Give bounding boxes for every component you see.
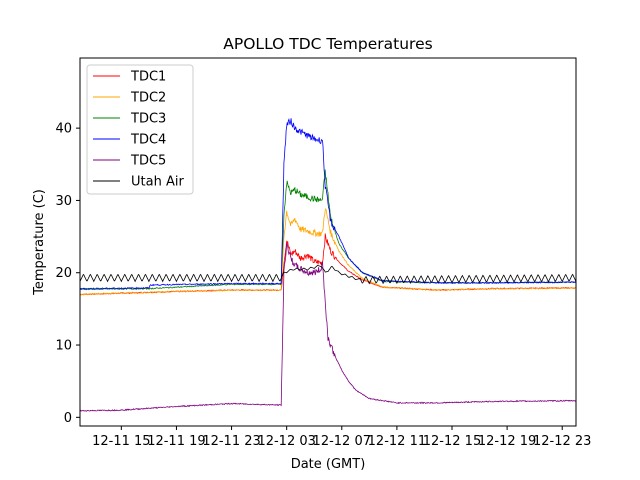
x-tick-label: 12-11 23 [202, 434, 260, 449]
y-tick-label: 0 [64, 411, 72, 426]
y-tick-label: 30 [55, 194, 72, 209]
x-tick-label: 12-11 15 [92, 434, 150, 449]
series-line-utah-air [80, 264, 576, 285]
x-tick-label: 12-12 23 [533, 434, 591, 449]
series-layer [80, 117, 576, 412]
y-axis-label: Temperature (C) [32, 189, 47, 296]
legend-label: TDC2 [130, 91, 166, 106]
x-tick-label: 12-12 11 [368, 434, 426, 449]
x-tick-label: 12-12 15 [423, 434, 481, 449]
series-line-tdc2 [80, 207, 576, 296]
x-tick-label: 12-11 19 [147, 434, 205, 449]
legend-label: TDC3 [130, 112, 166, 127]
y-tick-label: 20 [55, 266, 72, 281]
legend-label: TDC4 [130, 133, 166, 148]
y-tick-label: 10 [55, 339, 72, 354]
series-line-tdc5 [80, 243, 576, 412]
y-axis: 0 10 20 30 40 [55, 122, 80, 426]
x-tick-label: 12-12 03 [257, 434, 315, 449]
x-tick-label: 12-12 07 [313, 434, 371, 449]
series-line-tdc1 [80, 233, 576, 296]
legend-label: Utah Air [131, 175, 184, 190]
legend-label: TDC5 [130, 154, 166, 169]
plot-frame [79, 57, 577, 427]
legend: TDC1 TDC2 TDC3 TDC4 TDC5 Utah Air [86, 64, 194, 195]
chart-title: APOLLO TDC Temperatures [223, 35, 432, 53]
x-axis-label: Date (GMT) [291, 457, 366, 472]
y-tick-label: 40 [55, 122, 72, 137]
legend-label: TDC1 [130, 70, 166, 85]
x-tick-label: 12-12 19 [478, 434, 536, 449]
